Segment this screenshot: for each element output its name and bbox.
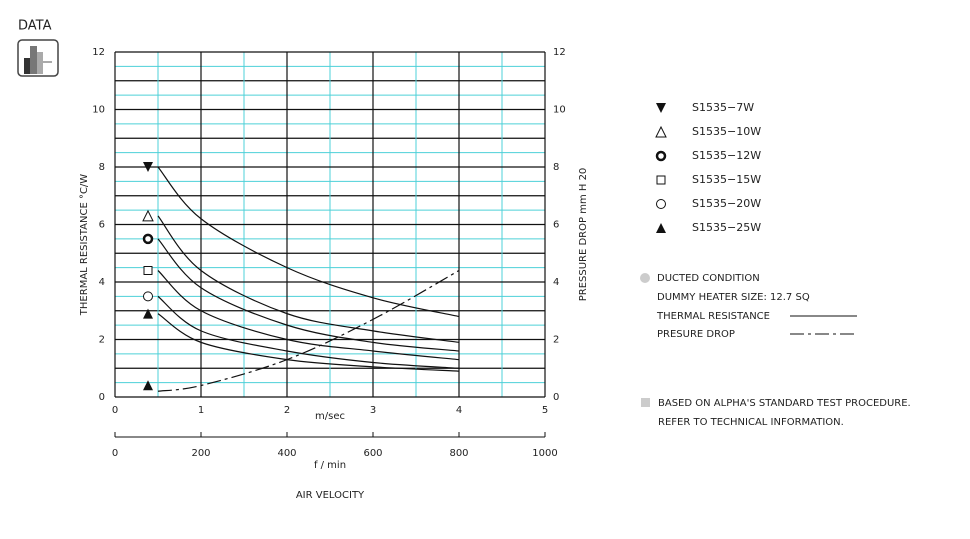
y-tick-label: 0 <box>99 392 105 403</box>
series-line <box>157 269 460 392</box>
x-tick-label: 2 <box>284 405 290 416</box>
marker <box>656 223 666 233</box>
note: THERMAL RESISTANCE <box>656 311 770 322</box>
series-line <box>157 295 460 369</box>
y2-tick-label: 6 <box>553 220 559 231</box>
x2-axis-label: f / min <box>314 460 346 471</box>
note: PRESURE DROP <box>657 329 735 340</box>
y-tick-label: 10 <box>92 105 105 116</box>
axis-title: AIR VELOCITY <box>296 490 365 501</box>
marker <box>142 209 154 222</box>
note-bullet <box>640 273 650 283</box>
legend-label: S1535−7W <box>692 101 754 114</box>
header: DATA <box>18 19 52 34</box>
y2-tick-label: 2 <box>553 335 559 346</box>
marker <box>143 266 153 275</box>
legend-label: S1535−10W <box>692 125 761 138</box>
note-bullet <box>641 398 650 407</box>
y-tick-label: 4 <box>99 277 105 288</box>
series-line <box>157 270 460 361</box>
y-axis-label: THERMAL RESISTANCE °C/W <box>79 174 90 317</box>
x-tick-label: 1 <box>198 405 204 416</box>
marker <box>655 150 667 162</box>
y-tick-label: 6 <box>99 220 105 231</box>
x-axis-label: m/sec <box>315 411 345 422</box>
legend-label: S1535−12W <box>692 149 761 162</box>
y-tick-label: 2 <box>99 335 105 346</box>
y-tick-label: 12 <box>92 47 105 58</box>
x-tick-label: 0 <box>112 405 118 416</box>
legend-label: S1535−25W <box>692 221 761 234</box>
marker <box>656 199 666 209</box>
y2-tick-label: 0 <box>553 392 559 403</box>
marker <box>656 103 666 113</box>
marker <box>143 162 153 172</box>
x2-tick-label: 0 <box>112 448 118 459</box>
y2-tick-label: 4 <box>553 277 559 288</box>
data-icon <box>17 39 59 77</box>
x2-tick-label: 800 <box>449 448 468 459</box>
y2-tick-label: 10 <box>553 105 566 116</box>
x2-tick-label: 600 <box>363 448 382 459</box>
note: DUCTED CONDITION <box>657 273 760 284</box>
y2-tick-label: 12 <box>553 47 566 58</box>
x2-tick-label: 400 <box>277 448 296 459</box>
y-tick-label: 8 <box>99 162 105 173</box>
series-line <box>157 313 460 372</box>
x-tick-label: 5 <box>542 405 548 416</box>
footnote: BASED ON ALPHA'S STANDARD TEST PROCEDURE… <box>658 398 911 409</box>
y2-axis-label: PRESSURE DROP mm H 20 <box>578 168 589 302</box>
x2-tick-label: 200 <box>191 448 210 459</box>
x2-tick-label: 1000 <box>532 448 557 459</box>
series-line <box>157 166 460 318</box>
x-tick-label: 4 <box>456 405 462 416</box>
marker <box>142 233 154 245</box>
marker <box>143 380 153 391</box>
y2-tick-label: 8 <box>553 162 559 173</box>
marker <box>656 175 666 185</box>
legend-label: S1535−20W <box>692 197 761 210</box>
x-tick-label: 3 <box>370 405 376 416</box>
marker <box>143 291 153 302</box>
series-line <box>157 238 460 352</box>
footnote: REFER TO TECHNICAL INFORMATION. <box>658 417 844 428</box>
marker <box>655 125 667 138</box>
legend-label: S1535−15W <box>692 173 761 186</box>
note: DUMMY HEATER SIZE: 12.7 SQ <box>657 292 810 303</box>
marker <box>143 308 153 319</box>
series-line <box>157 215 460 343</box>
